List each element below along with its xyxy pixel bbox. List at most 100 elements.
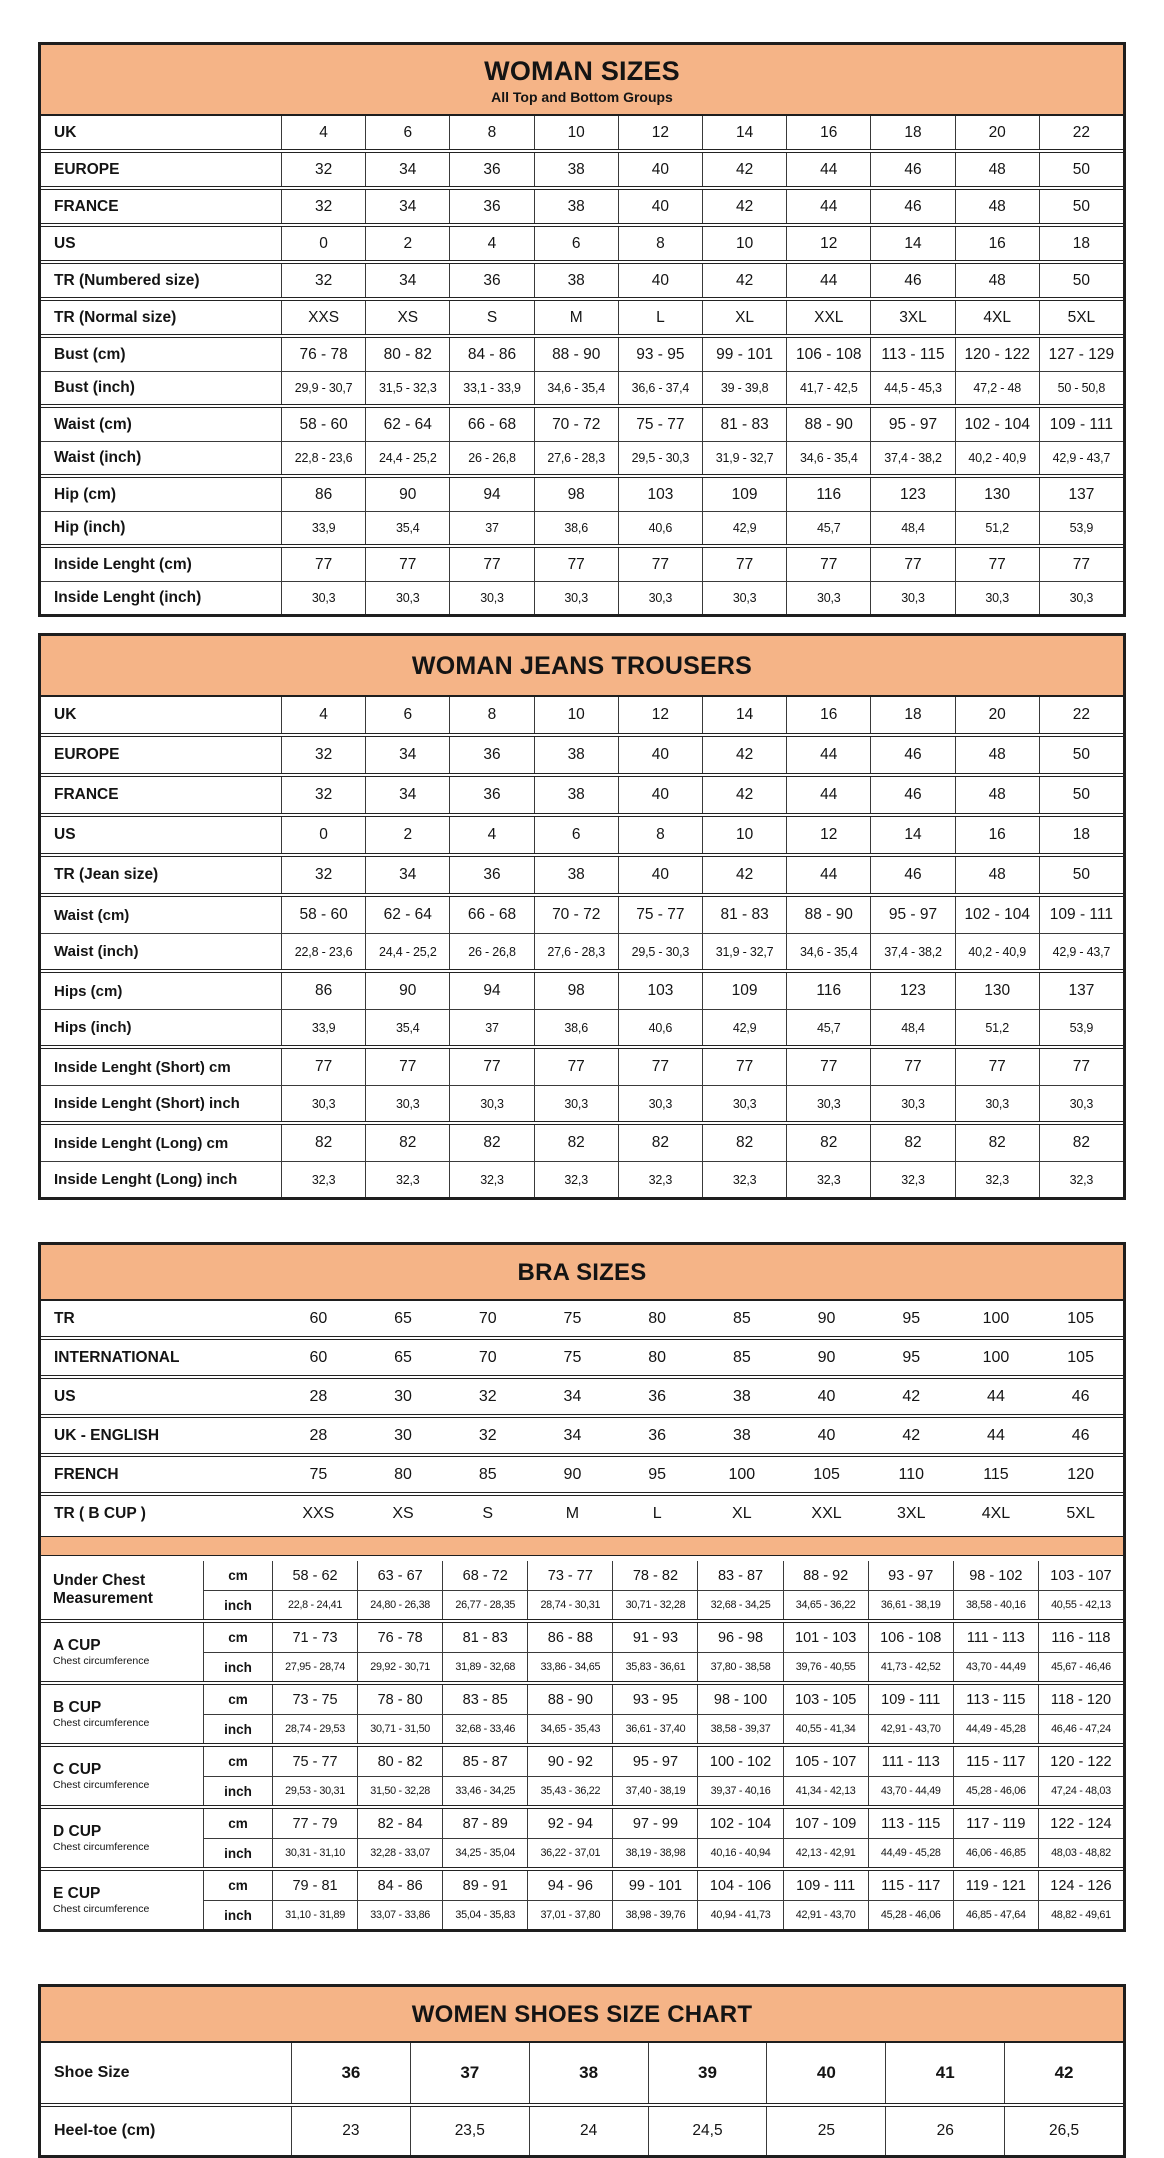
size-cell: 44 [786, 857, 870, 893]
size-cell: 93 - 95 [617, 338, 702, 371]
size-cell: 12 [617, 116, 702, 149]
size-cell: 30,3 [365, 1086, 449, 1121]
measurement-row: cm 71 - 73 76 - 78 81 - 83 86 - 88 91 - 93 96 … [204, 1623, 1123, 1652]
cup-label: B CUP Chest circumference [41, 1685, 203, 1743]
size-cell: 36 [449, 737, 533, 773]
size-cell: 38,6 [533, 512, 618, 544]
size-cell: 34,65 - 35,43 [527, 1715, 612, 1743]
measurement-row: inch 28,74 - 29,53 30,71 - 31,50 32,68 - 33… [204, 1714, 1123, 1743]
row-group: Waist (cm) 58 - 60 62 - 64 66 - 68 70 - 72 75… [41, 404, 1123, 474]
size-cell: 42,91 - 43,70 [782, 1901, 868, 1929]
table-row: Waist (inch) 22,8 - 23,6 24,4 - 25,2 26 - 2… [41, 441, 1123, 474]
row-label: TR (Jean size) [54, 866, 159, 883]
size-cell: 16 [954, 227, 1039, 260]
size-cell: 48 [954, 190, 1039, 223]
size-cell: 29,92 - 30,71 [357, 1653, 442, 1681]
size-cell: 32 [281, 737, 365, 773]
size-cell: 77 [870, 548, 954, 581]
size-cell: 42,9 - 43,7 [1038, 934, 1123, 969]
size-cell: 90 [817, 1309, 836, 1327]
size-cell: 103 - 107 [1037, 1561, 1123, 1590]
size-cell: 76 - 78 [357, 1623, 442, 1652]
size-cell: 32,3 [533, 1162, 618, 1197]
size-cell: 41,7 - 42,5 [786, 372, 870, 404]
size-cell: 109 [701, 973, 786, 1009]
size-cell: 98 - 102 [952, 1561, 1038, 1590]
size-cell: 39,76 - 40,55 [782, 1653, 868, 1681]
size-cell: 47,2 - 48 [954, 372, 1039, 404]
size-cell: 32 [281, 153, 365, 186]
unit-label: inch [224, 1845, 252, 1861]
size-cell: 75 [563, 1309, 582, 1327]
cup-label: Under Chest Measurement [41, 1561, 203, 1619]
size-cell: 96 - 98 [697, 1623, 782, 1652]
size-cell: 82 [449, 1125, 533, 1161]
row-label: Waist (cm) [54, 415, 132, 433]
size-cell: 50 [1038, 264, 1123, 297]
size-cell: 111 - 113 [867, 1747, 953, 1776]
size-cell: 97 - 99 [612, 1809, 697, 1838]
size-chart-page: WOMAN SIZES All Top and Bottom Groups UK… [38, 0, 1126, 2158]
size-cell: 85 [732, 1309, 751, 1327]
size-cell: 86 [281, 973, 365, 1009]
size-cell: 37,4 - 38,2 [870, 442, 954, 474]
size-cell: 6 [365, 116, 449, 149]
size-cell: 53,9 [1038, 512, 1123, 544]
size-cell: 40,6 [617, 512, 702, 544]
size-cell: 73 - 75 [272, 1685, 357, 1714]
size-cell: 104 - 106 [697, 1871, 782, 1900]
table-row: UK 4 6 8 10 12 14 16 18 20 22 [41, 697, 1123, 733]
row-group: UK - ENGLISH 28 30 32 34 36 38 40 42 44 46 [41, 1414, 1123, 1453]
size-cell: 32,3 [954, 1162, 1039, 1197]
size-cell: 42 [701, 190, 786, 223]
size-cell: 0 [281, 817, 365, 853]
size-cell: XL [732, 1504, 752, 1522]
size-cell: 44,49 - 45,28 [952, 1715, 1038, 1743]
size-cell: 106 - 108 [786, 338, 870, 371]
row-label: Waist (inch) [54, 449, 142, 466]
size-cell: 77 [954, 548, 1039, 581]
size-cell: 34 [563, 1426, 582, 1444]
size-cell: 46 [870, 190, 954, 223]
cup-label: C CUP Chest circumference [41, 1747, 203, 1805]
size-cell: XL [701, 301, 786, 334]
size-cell: 95 [648, 1465, 667, 1483]
size-cell: 99 - 101 [612, 1871, 697, 1900]
size-cell: 36 [449, 777, 533, 813]
size-cell: 102 - 104 [954, 897, 1039, 933]
size-cell: 124 - 126 [1037, 1871, 1123, 1900]
size-cell: 48 [954, 777, 1039, 813]
size-cell: 44 [786, 264, 870, 297]
size-cell: 18 [1038, 227, 1123, 260]
size-cell: 3XL [870, 301, 954, 334]
size-cell: 42 [701, 153, 786, 186]
size-cell: 30,3 [870, 1086, 954, 1121]
size-cell: 34,6 - 35,4 [786, 442, 870, 474]
row-label: US [54, 234, 76, 252]
size-cell: 46,06 - 46,85 [952, 1839, 1038, 1867]
size-cell: 116 [786, 973, 870, 1009]
size-cell: 82 - 84 [357, 1809, 442, 1838]
size-cell: 94 [449, 478, 533, 511]
table-row: Bust (cm) 76 - 78 80 - 82 84 - 86 88 - 90 93 … [41, 338, 1123, 371]
size-cell: 37 [409, 2043, 529, 2103]
size-cell: 94 - 96 [527, 1871, 612, 1900]
size-cell: 30,3 [786, 1086, 870, 1121]
size-cell: 30,3 [1038, 582, 1123, 614]
size-cell: 90 [817, 1348, 836, 1366]
size-cell: 31,9 - 32,7 [701, 934, 786, 969]
size-cell: 35,4 [365, 1010, 449, 1045]
row-label: Hips (cm) [54, 982, 123, 1000]
size-cell: 31,10 - 31,89 [272, 1901, 357, 1929]
size-cell: 123 [870, 973, 954, 1009]
row-label: US [54, 826, 76, 843]
size-cell: 58 - 60 [281, 897, 365, 933]
size-cell: 34 [563, 1387, 582, 1405]
size-cell: 42,9 [701, 512, 786, 544]
row-label: Bust (cm) [54, 345, 126, 363]
size-cell: 48 [954, 153, 1039, 186]
shoes-rows: Shoe Size 36 37 38 39 40 41 42 Heel-toe (cm) 23 23… [41, 2043, 1123, 2155]
size-cell: 122 - 124 [1037, 1809, 1123, 1838]
size-cell: 32,3 [365, 1162, 449, 1197]
size-cell: 24,80 - 26,38 [357, 1591, 442, 1619]
